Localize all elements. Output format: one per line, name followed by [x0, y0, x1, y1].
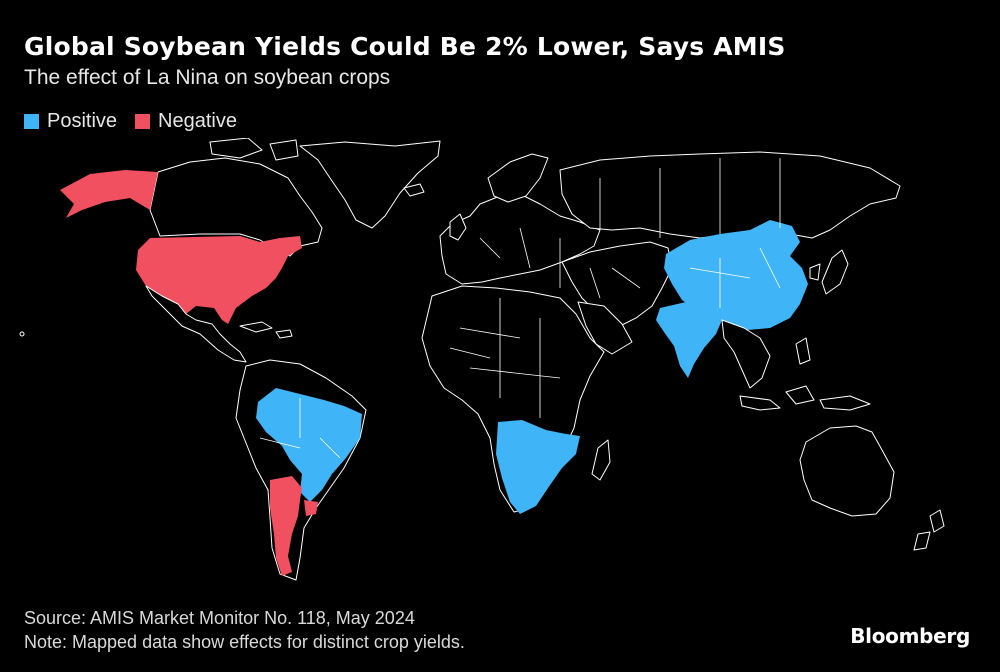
russia	[559, 151, 901, 239]
chart-title: Global Soybean Yields Could Be 2% Lower,…	[24, 32, 786, 61]
india	[656, 302, 722, 378]
country-borders	[259, 158, 781, 459]
legend-item-positive: Positive	[24, 110, 117, 133]
southern-africa	[496, 420, 580, 514]
brazil	[256, 388, 362, 502]
arctic-islands	[209, 138, 299, 161]
source-note: Source: AMIS Market Monitor No. 118, May…	[24, 608, 415, 628]
british-isles	[403, 183, 467, 241]
uruguay	[304, 500, 318, 516]
legend-label-negative: Negative	[158, 110, 237, 132]
japan	[809, 249, 849, 295]
indonesia	[739, 337, 871, 411]
hawaii	[19, 331, 25, 337]
new-zealand	[913, 509, 945, 551]
caribbean	[239, 321, 293, 339]
footer: Source: AMIS Market Monitor No. 118, May…	[24, 606, 465, 654]
chart-subtitle: The effect of La Nina on soybean crops	[24, 66, 391, 89]
southeast-asia	[721, 319, 771, 389]
scandinavia	[487, 153, 549, 203]
china	[664, 220, 808, 330]
middle-east-central-asia	[561, 241, 673, 329]
world-map	[19, 138, 945, 581]
arabian-peninsula	[577, 301, 633, 355]
madagascar	[591, 439, 611, 481]
legend-label-positive: Positive	[47, 110, 118, 132]
legend-swatch-positive	[24, 114, 39, 129]
australia	[799, 425, 895, 517]
legend-item-negative: Negative	[135, 110, 237, 133]
legend: Positive Negative	[24, 110, 237, 133]
united-states	[136, 236, 302, 324]
greenland	[299, 140, 441, 229]
mexico-central-america	[145, 285, 247, 363]
alaska	[60, 170, 158, 218]
legend-swatch-negative	[135, 114, 151, 129]
bloomberg-logo: Bloomberg	[850, 624, 970, 648]
data-note: Note: Mapped data show effects for disti…	[24, 632, 465, 652]
canada	[149, 157, 323, 257]
argentina	[270, 476, 302, 576]
